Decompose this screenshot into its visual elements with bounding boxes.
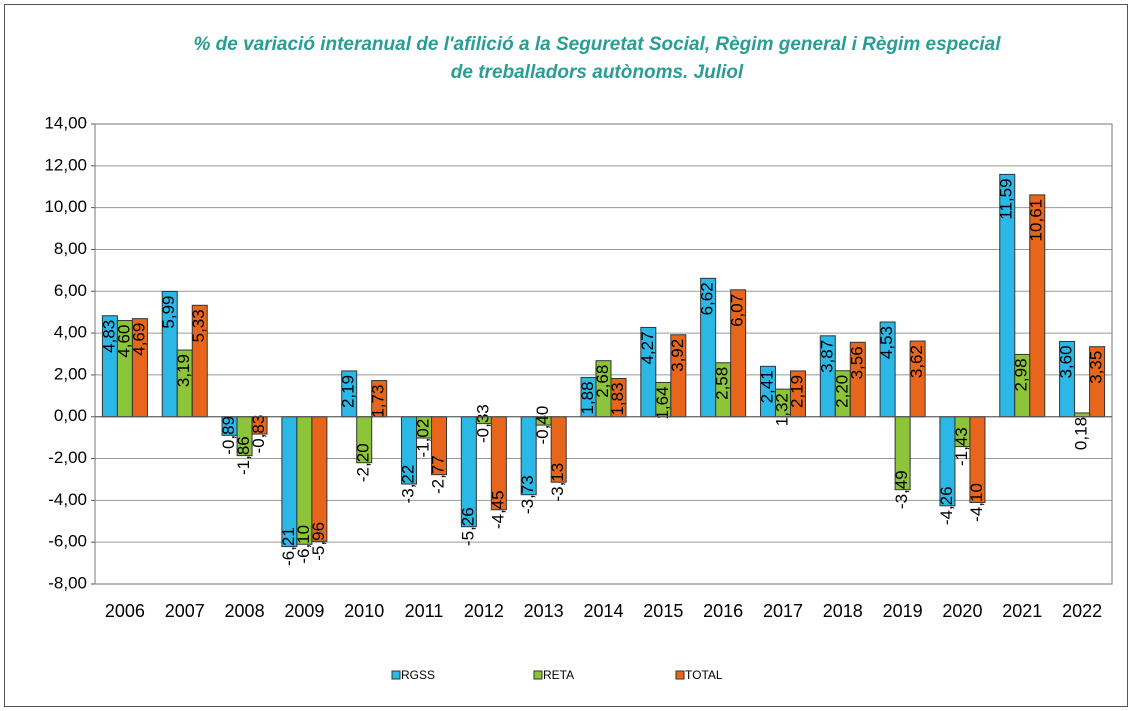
y-tick-label: 4,00	[54, 323, 87, 342]
legend-swatch	[533, 670, 543, 680]
value-label: 5,99	[159, 295, 178, 328]
x-tick-label: 2009	[284, 601, 324, 621]
x-tick-label: 2019	[883, 601, 923, 621]
value-label: -1,02	[414, 419, 433, 458]
value-label: 3,60	[1057, 345, 1076, 378]
x-tick-label: 2010	[344, 601, 384, 621]
chart-title: de treballadors autònoms. Juliol	[451, 62, 744, 83]
value-label: 4,60	[114, 325, 133, 358]
value-label: 1,32	[772, 393, 791, 426]
value-label: 3,87	[817, 340, 836, 373]
y-tick-label: 10,00	[44, 197, 87, 216]
y-tick-label: 6,00	[54, 281, 87, 300]
bar	[1074, 412, 1091, 418]
legend-label: RETA	[543, 668, 574, 682]
value-label: -0,33	[473, 404, 492, 443]
value-label: -4,45	[488, 490, 507, 529]
value-label: 2,98	[1012, 358, 1031, 391]
value-label: 1,88	[578, 381, 597, 414]
x-tick-label: 2016	[703, 601, 743, 621]
x-tick-label: 2020	[942, 601, 982, 621]
y-tick-label: 0,00	[54, 406, 87, 425]
y-tick-label: -8,00	[48, 573, 87, 592]
value-label: 3,62	[907, 345, 926, 378]
value-label: 4,83	[99, 320, 118, 353]
value-label: 2,68	[593, 365, 612, 398]
y-tick-label: -2,00	[48, 448, 87, 467]
x-tick-label: 2014	[583, 601, 623, 621]
y-tick-label: 2,00	[54, 364, 87, 383]
legend-swatch	[391, 670, 401, 680]
value-label: 0,18	[1072, 417, 1091, 450]
value-label: 11,59	[997, 178, 1016, 219]
value-label: -0,83	[249, 415, 268, 454]
x-tick-label: 2007	[165, 601, 205, 621]
plot-area	[94, 123, 1113, 585]
value-label: 1,64	[653, 386, 672, 419]
value-label: -0,40	[533, 406, 552, 445]
value-label: -2,20	[354, 443, 373, 482]
value-label: 2,19	[339, 375, 358, 408]
value-label: -6,10	[294, 525, 313, 564]
y-tick-label: 8,00	[54, 239, 87, 258]
x-tick-label: 2018	[823, 601, 863, 621]
legend-label: TOTAL	[685, 668, 723, 682]
value-label: 3,35	[1087, 351, 1106, 384]
value-label: -3,13	[548, 463, 567, 502]
value-label: 3,56	[847, 346, 866, 379]
value-label: -5,26	[458, 507, 477, 546]
value-label: 5,33	[189, 309, 208, 342]
y-tick-label: -4,00	[48, 490, 87, 509]
x-tick-label: 2017	[763, 601, 803, 621]
value-label: 6,62	[698, 282, 717, 315]
value-label: -5,96	[309, 522, 328, 561]
value-label: -0,89	[219, 416, 238, 455]
x-tick-label: 2011	[405, 601, 444, 621]
value-label: 4,69	[129, 323, 148, 356]
value-label: 1,83	[608, 382, 627, 415]
value-label: 2,19	[787, 375, 806, 408]
x-tick-label: 2015	[643, 601, 683, 621]
y-tick-label: 12,00	[44, 155, 87, 174]
x-tick-label: 2006	[105, 601, 145, 621]
value-label: -3,22	[399, 465, 418, 504]
x-tick-label: 2013	[524, 601, 564, 621]
value-label: -1,43	[952, 427, 971, 466]
y-tick-label: -6,00	[48, 532, 87, 551]
value-label: 2,58	[713, 367, 732, 400]
value-label: -4,10	[967, 483, 986, 522]
x-tick-label: 2022	[1062, 601, 1102, 621]
chart-title: % de variació interanual de l'afilició a…	[193, 34, 1001, 55]
y-tick-label: 14,00	[44, 113, 87, 132]
value-label: -3,49	[892, 470, 911, 509]
value-label: 2,41	[757, 370, 776, 403]
value-label: 2,20	[832, 375, 851, 408]
value-label: -1,86	[234, 436, 253, 475]
value-label: -6,21	[279, 527, 298, 566]
value-label: -4,26	[937, 486, 956, 525]
legend-swatch	[675, 670, 685, 680]
value-label: 3,19	[174, 354, 193, 387]
value-label: 1,73	[369, 385, 388, 418]
value-label: 6,07	[728, 294, 747, 327]
value-label: 4,53	[877, 326, 896, 359]
value-label: -2,77	[429, 455, 448, 494]
value-label: 10,61	[1027, 199, 1046, 242]
value-label: -3,73	[518, 475, 537, 514]
value-label: 4,27	[638, 331, 657, 364]
x-tick-label: 2021	[1002, 601, 1042, 621]
value-label: 3,92	[668, 339, 687, 372]
legend-label: RGSS	[401, 668, 435, 682]
x-tick-label: 2012	[464, 601, 504, 621]
x-tick-label: 2008	[225, 601, 265, 621]
